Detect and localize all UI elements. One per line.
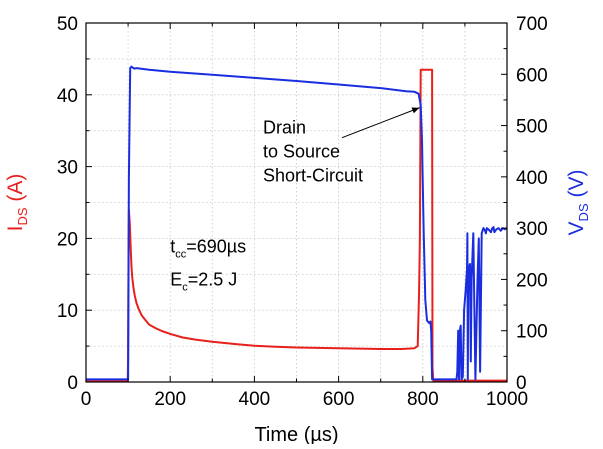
y-left-tick-label: 10 xyxy=(57,301,78,322)
x-tick-label: 200 xyxy=(154,389,186,410)
annotation-value: =2.5 J xyxy=(188,269,238,289)
x-tick-label: 800 xyxy=(407,389,439,410)
x-tick-label: 400 xyxy=(239,389,271,410)
annotation-line: Short-Circuit xyxy=(263,166,363,186)
annotation-subscript: c xyxy=(182,281,188,293)
y-right-tick-label: 500 xyxy=(516,117,548,138)
y-right-label-unit: (V) xyxy=(565,170,588,204)
annotation-symbol: E xyxy=(170,269,182,289)
y-right-tick-label: 600 xyxy=(516,65,548,86)
annotation-tcc: tcc=690µs xyxy=(170,236,246,260)
series-layer xyxy=(86,65,508,383)
y-right-label-sub: DS xyxy=(576,203,591,221)
y-left-axis-label: IDS (A) xyxy=(4,174,30,232)
y-right-tick-label: 700 xyxy=(516,14,548,35)
y-right-tick-label: 300 xyxy=(516,219,548,240)
y-right-tick-label: 100 xyxy=(516,322,548,343)
y-right-tick-label: 400 xyxy=(516,168,548,189)
annotation-line: Drain xyxy=(263,118,306,138)
y-left-label-sub: DS xyxy=(15,207,30,225)
gridlines xyxy=(86,23,507,382)
y-left-tick-label: 0 xyxy=(67,373,78,394)
annotation-line: to Source xyxy=(263,142,340,162)
annotation-arrow-line xyxy=(341,107,420,139)
label-layer: 0 200 400 600 800 100001020304050010020030040… xyxy=(4,14,591,446)
y-left-tick-label: 20 xyxy=(57,229,78,250)
x-tick-label: 1000 xyxy=(486,389,528,410)
y-right-axis-label: VDS (V) xyxy=(565,170,591,236)
y-left-tick-label: 30 xyxy=(57,158,78,179)
annotation-subscript: cc xyxy=(175,248,187,260)
voltage-line xyxy=(86,65,508,381)
annotation-value: =690µs xyxy=(186,236,246,256)
y-right-label-main: V xyxy=(565,221,588,235)
annotation-symbol: t xyxy=(170,236,175,256)
annotation-ec: Ec=2.5 J xyxy=(170,269,237,293)
y-right-tick-label: 0 xyxy=(516,373,527,394)
y-right-tick-label: 200 xyxy=(516,270,548,291)
axes-layer xyxy=(85,22,508,383)
y-left-tick-label: 40 xyxy=(57,86,78,107)
current-line xyxy=(86,68,507,383)
annotation-arrow-head xyxy=(411,107,420,114)
x-tick-label: 0 xyxy=(81,389,92,410)
x-axis-label: Time (µs) xyxy=(254,424,338,444)
x-tick-label: 600 xyxy=(323,389,355,410)
y-left-label-unit: (A) xyxy=(4,174,27,208)
y-left-label-main: I xyxy=(4,226,27,232)
y-left-tick-label: 50 xyxy=(57,14,78,35)
